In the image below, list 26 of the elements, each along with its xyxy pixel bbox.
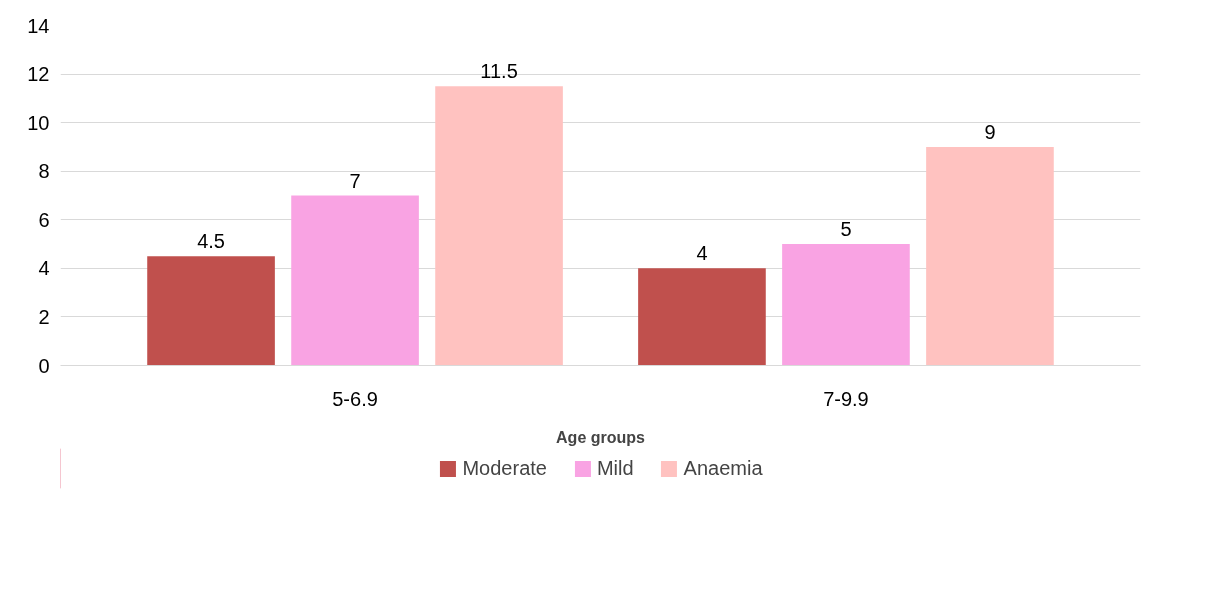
legend-label: Anaemia	[683, 456, 763, 480]
bar	[638, 268, 766, 366]
data-label: 11.5	[480, 60, 518, 83]
bar	[147, 256, 275, 366]
y-tick-label: 6	[38, 208, 50, 231]
y-tick-label: 14	[27, 14, 50, 37]
bar	[435, 86, 563, 366]
data-label: 4	[696, 242, 708, 265]
y-tick-label: 4	[38, 257, 50, 280]
y-tick-label: 8	[38, 160, 50, 183]
legend-label: Moderate	[462, 456, 547, 480]
data-label: 5	[840, 218, 852, 241]
bar	[782, 244, 910, 366]
legend-label: Mild	[596, 456, 634, 480]
x-axis-title: Age groups	[556, 428, 646, 446]
y-tick-label: 0	[38, 354, 50, 377]
data-label: 9	[984, 120, 996, 143]
x-tick-label: 7-9.9	[823, 387, 869, 410]
bar	[926, 146, 1054, 366]
x-tick-label: 5-6.9	[332, 387, 378, 410]
bar	[291, 195, 419, 366]
y-tick-label: 10	[27, 111, 50, 134]
data-label: 7	[349, 169, 361, 192]
y-tick-label: 2	[38, 305, 50, 328]
y-tick-label: 12	[27, 63, 50, 86]
data-label: 4.5	[197, 230, 225, 253]
